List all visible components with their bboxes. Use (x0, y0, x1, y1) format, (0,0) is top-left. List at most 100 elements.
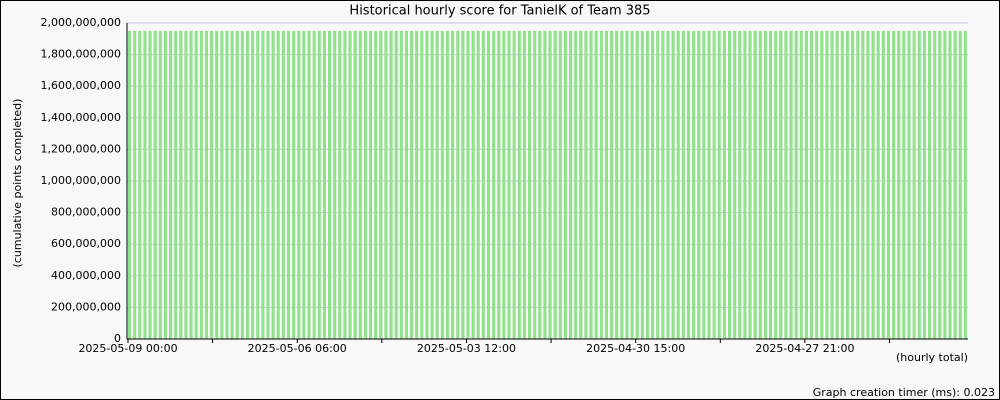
bar (456, 30, 460, 340)
bar (486, 30, 491, 340)
bar (307, 30, 311, 340)
bar (138, 30, 142, 340)
bar (948, 30, 952, 340)
bar (856, 30, 860, 340)
bar (594, 30, 598, 340)
bar (702, 30, 706, 340)
bar (558, 30, 562, 340)
bar (671, 30, 675, 340)
bar (922, 30, 926, 340)
bar (189, 30, 193, 340)
bar (758, 30, 762, 340)
bar (881, 30, 885, 340)
bar (210, 30, 214, 340)
bar (933, 30, 937, 340)
bar (861, 30, 865, 340)
bar (435, 30, 439, 340)
bar (963, 30, 967, 340)
bar (584, 30, 588, 340)
bar (158, 30, 162, 340)
bar (163, 30, 167, 340)
bar (230, 30, 234, 340)
bar (420, 30, 424, 340)
bar (840, 30, 844, 340)
bar (353, 30, 357, 340)
x-tick-label: 2025-05-06 06:00 (248, 342, 347, 355)
bar (553, 30, 557, 340)
bar (799, 30, 803, 340)
bar (348, 30, 352, 340)
bar (563, 30, 567, 340)
footer: Graph creation timer (ms): 0.023 (813, 386, 995, 399)
bar (451, 30, 455, 340)
bar (461, 30, 465, 340)
bar (415, 30, 419, 340)
bar (620, 30, 624, 340)
y-tick-label: 2,000,000,000 (41, 16, 121, 29)
bar (235, 30, 239, 340)
bar (727, 30, 732, 340)
bar (656, 30, 660, 340)
bar (953, 30, 957, 340)
bar (143, 30, 147, 340)
bar (681, 30, 685, 340)
bar (276, 30, 280, 340)
bar (379, 30, 383, 340)
bar (717, 30, 721, 340)
bar (522, 30, 526, 340)
chart-title: Historical hourly score for TanielK of T… (349, 4, 650, 19)
y-tick-label: 0 (114, 332, 121, 345)
bar (184, 30, 188, 340)
bar (943, 30, 947, 340)
bar (338, 30, 342, 340)
bar (661, 30, 665, 340)
bar (845, 30, 850, 340)
x-tick-label: 2025-05-03 12:00 (417, 342, 516, 355)
bar (815, 30, 819, 340)
bar (204, 30, 208, 340)
bar (502, 30, 506, 340)
y-tick-label: 1,800,000,000 (41, 48, 121, 61)
bar (810, 30, 814, 340)
bar (599, 30, 603, 340)
bar (610, 30, 614, 340)
bar (225, 30, 229, 340)
bar (492, 30, 496, 340)
bar (625, 30, 629, 340)
bar (527, 30, 532, 340)
bar (292, 30, 296, 340)
bar (604, 30, 608, 340)
bar (774, 30, 778, 340)
bar (256, 30, 260, 340)
bar (481, 30, 485, 340)
bar (466, 30, 470, 340)
bar (538, 30, 542, 340)
bar (322, 30, 326, 340)
bar (548, 30, 552, 340)
y-tick-label: 1,600,000,000 (41, 79, 121, 92)
bar (153, 30, 157, 340)
y-tick-label: 1,200,000,000 (41, 142, 121, 155)
bar (194, 30, 198, 340)
bar (871, 30, 875, 340)
bar (543, 30, 547, 340)
bar (917, 30, 921, 340)
bar (707, 30, 711, 340)
bar (748, 30, 752, 340)
bar (286, 30, 291, 340)
bar (912, 30, 916, 340)
bar (753, 30, 757, 340)
bar (794, 30, 798, 340)
bar (579, 30, 583, 340)
bar (404, 30, 408, 340)
y-tick-label: 1,000,000,000 (41, 174, 121, 187)
bar (763, 30, 767, 340)
bar (251, 30, 255, 340)
bar (651, 30, 655, 340)
bar (220, 30, 224, 340)
y-axis-label: (cumulative points completed) (11, 99, 24, 268)
bar (369, 30, 373, 340)
bar (907, 30, 911, 340)
bar (199, 30, 203, 340)
